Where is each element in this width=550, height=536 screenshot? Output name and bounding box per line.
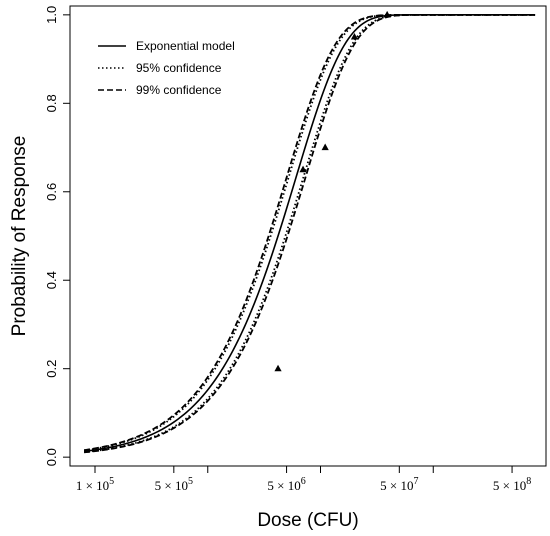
plot-frame [69,5,547,467]
y-tick-label: 0.0 [44,448,59,466]
y-tick-label: 0.4 [44,271,59,289]
observation-point [299,165,307,173]
y-tick-label: 0.2 [44,360,59,378]
legend-label: Exponential model [136,39,235,53]
legend-label: 99% confidence [136,83,222,97]
legend-label: 95% confidence [136,61,222,75]
y-axis: 0.0 0.2 0.4 0.6 0.8 1.0 [44,6,70,466]
observation-point [383,10,391,18]
x-tick-label: 5 × 106 [267,476,305,493]
observations [274,10,391,372]
x-tick-label: 5 × 107 [380,476,418,493]
x-tick-label: 1 × 105 [76,476,114,493]
observation-point [321,143,329,151]
dashed-curve [83,13,536,452]
dotted-curve [83,13,536,452]
x-tick-label: 5 × 105 [155,476,193,493]
y-tick-label: 0.8 [44,94,59,112]
y-tick-label: 0.6 [44,183,59,201]
x-axis: 1 × 105 5 × 105 5 × 106 5 × 107 5 × 108 [76,466,531,493]
y-axis-title: Probability of Response [9,136,30,337]
legend: Exponential model 95% confidence 99% confi… [98,39,235,97]
x-axis-title: Dose (CFU) [257,510,358,531]
y-tick-label: 1.0 [44,6,59,24]
observation-point [350,32,359,40]
curves [83,13,536,454]
x-tick-label: 5 × 108 [493,476,531,493]
observation-point [274,364,282,372]
